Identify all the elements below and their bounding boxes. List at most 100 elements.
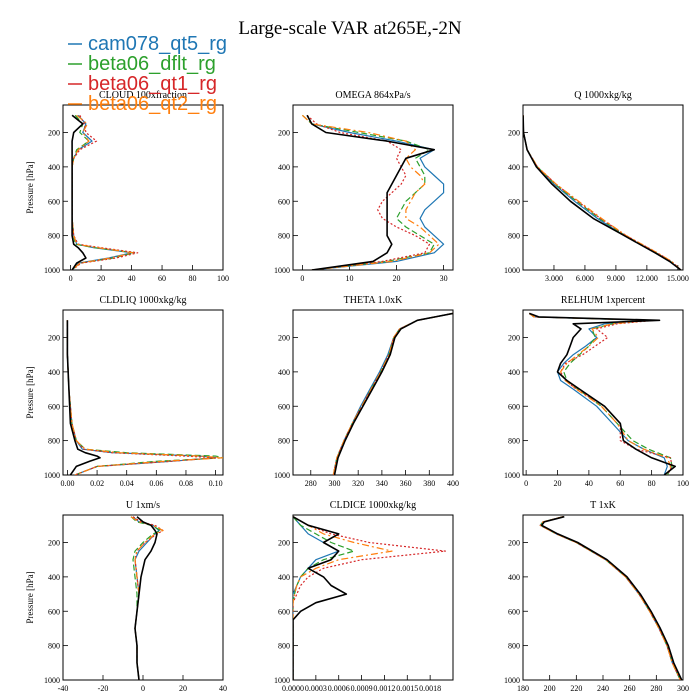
y-tick-label: 200 [278,539,290,548]
x-tick-label: 300 [328,479,340,488]
x-tick-label: 40 [128,274,136,283]
y-tick-label: 800 [48,437,60,446]
reference-line [529,312,677,475]
y-tick-label: 400 [278,573,290,582]
legend-label: cam078_qt5_rg [88,33,227,55]
x-tick-label: 0.0000 [282,684,304,693]
x-tick-label: 200 [544,684,556,693]
panel-5: RELHUM 1xpercent 200 400 600 800 1000 0 20 40 60 8… [504,295,689,488]
series-line-3 [539,516,681,680]
series-line-0 [523,115,682,270]
x-tick-label: 9.000 [607,274,625,283]
x-tick-label: 0.02 [90,479,104,488]
y-tick-label: 400 [508,573,520,582]
panel-title: U 1xm/s [126,500,160,511]
legend-item: beta06_qt2_rg [68,93,217,115]
y-tick-label: 1000 [44,266,60,275]
plot-frame [522,309,684,476]
x-tick-label: 15.000 [667,274,689,283]
y-tick-label: 600 [508,402,520,411]
series-line-3 [332,312,453,475]
x-tick-label: -40 [58,684,69,693]
y-tick-label: 200 [278,334,290,343]
y-axis-label: Pressure [hPa] [25,571,35,623]
y-tick-label: 1000 [44,676,60,685]
panel-1: OMEGA 864xPa/s 200 400 600 800 1000 0 10 20 30 [274,90,454,283]
series-line-3 [130,516,164,680]
y-tick-label: 800 [508,642,520,651]
y-tick-label: 800 [278,232,290,241]
y-tick-label: 200 [508,334,520,343]
y-tick-label: 1000 [504,471,520,480]
x-tick-label: 20 [393,274,401,283]
x-tick-label: 0 [69,274,73,283]
y-tick-label: 400 [508,163,520,172]
x-tick-label: 12.000 [636,274,658,283]
reference-line [523,115,682,270]
x-tick-label: 0.0015 [396,684,418,693]
y-tick-label: 200 [48,334,60,343]
x-tick-label: 6.000 [576,274,594,283]
y-tick-label: 1000 [274,676,290,685]
y-tick-label: 600 [508,607,520,616]
y-tick-label: 400 [508,368,520,377]
y-tick-label: 600 [278,197,290,206]
series-line-0 [539,516,681,680]
legend-item: beta06_qt1_rg [68,73,217,95]
series-line-3 [293,516,393,680]
panel-4: THETA 1.0xK 200 400 600 800 1000 280 300 320 340 3… [274,295,459,488]
y-tick-label: 200 [508,539,520,548]
legend: cam078_qt5_rgbeta06_dflt_rgbeta06_qt1_rg… [68,33,227,115]
plot-frame [62,104,224,271]
x-tick-label: 20 [554,479,562,488]
y-tick-label: 400 [48,163,60,172]
x-tick-label: 30 [440,274,448,283]
series-line-1 [523,115,682,270]
y-tick-label: 600 [278,402,290,411]
y-tick-label: 800 [508,232,520,241]
x-tick-label: 20 [97,274,105,283]
x-tick-label: 60 [616,479,624,488]
x-tick-label: 320 [352,479,364,488]
series-line-1 [528,312,673,475]
y-tick-label: 1000 [504,266,520,275]
plot-frame [522,104,684,271]
y-tick-label: 1000 [44,471,60,480]
x-tick-label: 0.06 [149,479,163,488]
legend-label: beta06_qt1_rg [88,73,217,95]
series-line-3 [523,115,682,270]
y-tick-label: 600 [48,402,60,411]
x-tick-label: 0.10 [209,479,223,488]
y-tick-label: 800 [48,232,60,241]
y-tick-label: 200 [48,129,60,138]
series-line-1 [66,320,223,475]
series-line-0 [306,115,445,270]
plot-frame [292,309,454,476]
x-tick-label: 0.08 [179,479,193,488]
x-tick-label: 40 [585,479,593,488]
panel-title: THETA 1.0xK [344,295,403,306]
y-tick-label: 800 [278,642,290,651]
series-line-3 [66,320,223,475]
x-tick-label: 80 [189,274,197,283]
series-line-2 [528,312,673,475]
y-tick-label: 600 [48,197,60,206]
y-tick-label: 800 [278,437,290,446]
x-tick-label: 240 [597,684,609,693]
x-tick-label: 280 [650,684,662,693]
y-tick-label: 600 [48,607,60,616]
x-tick-label: 360 [400,479,412,488]
legend-label: beta06_qt2_rg [88,93,217,115]
y-tick-label: 600 [278,607,290,616]
y-tick-label: 1000 [274,266,290,275]
series-line-3 [528,312,672,475]
series-line-3 [71,114,134,270]
x-tick-label: 60 [158,274,166,283]
x-tick-label: 0.00 [60,479,74,488]
legend-label: beta06_dflt_rg [88,53,216,75]
series-line-2 [66,320,217,475]
series-line-0 [66,320,217,475]
panel-title: CLDLIQ 1000xkg/kg [100,295,187,306]
